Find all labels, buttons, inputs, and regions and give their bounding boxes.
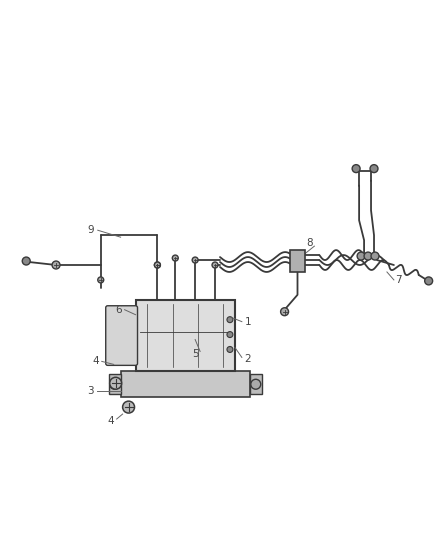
- Circle shape: [212, 262, 218, 268]
- Circle shape: [227, 317, 233, 322]
- Circle shape: [364, 252, 372, 260]
- Circle shape: [371, 252, 379, 260]
- Circle shape: [110, 377, 122, 389]
- FancyBboxPatch shape: [120, 372, 250, 397]
- Text: 7: 7: [396, 275, 402, 285]
- FancyBboxPatch shape: [290, 250, 305, 272]
- Text: 3: 3: [88, 386, 94, 396]
- Circle shape: [281, 308, 289, 316]
- FancyBboxPatch shape: [135, 300, 235, 372]
- Text: 5: 5: [192, 350, 198, 359]
- Circle shape: [123, 401, 134, 413]
- Text: 4: 4: [107, 416, 114, 426]
- Circle shape: [110, 379, 120, 389]
- Circle shape: [370, 165, 378, 173]
- Circle shape: [22, 257, 30, 265]
- Text: 6: 6: [115, 305, 122, 314]
- Text: 2: 2: [244, 354, 251, 365]
- FancyBboxPatch shape: [250, 374, 262, 394]
- Circle shape: [357, 252, 365, 260]
- Circle shape: [227, 332, 233, 337]
- Circle shape: [98, 277, 104, 283]
- Text: 1: 1: [244, 317, 251, 327]
- FancyBboxPatch shape: [109, 374, 120, 394]
- Circle shape: [251, 379, 261, 389]
- Text: 9: 9: [88, 225, 94, 235]
- Circle shape: [155, 262, 160, 268]
- Circle shape: [227, 346, 233, 352]
- Circle shape: [425, 277, 433, 285]
- Circle shape: [155, 262, 160, 268]
- Circle shape: [192, 257, 198, 263]
- Circle shape: [352, 165, 360, 173]
- Text: 8: 8: [306, 238, 313, 248]
- Text: 4: 4: [92, 357, 99, 366]
- Circle shape: [52, 261, 60, 269]
- Circle shape: [172, 255, 178, 261]
- FancyBboxPatch shape: [106, 306, 138, 365]
